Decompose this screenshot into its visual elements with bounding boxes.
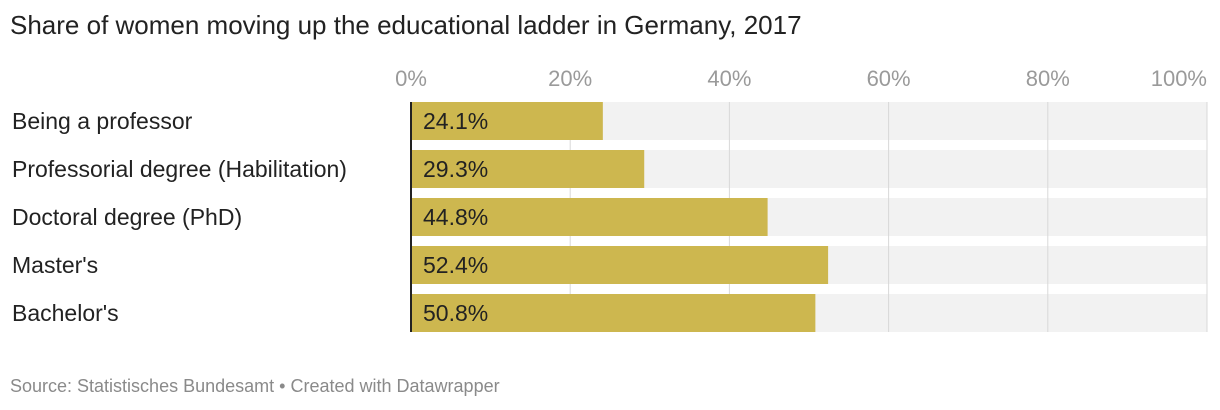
bar-chart: 0% 20% 40% 60% 80% 100% Being a professor 24.1…	[12, 66, 1208, 332]
footer: Source: Statistisches Bundesamt • Create…	[10, 374, 500, 398]
credit-note: Created with Datawrapper	[290, 376, 500, 396]
x-tick-label: 60%	[867, 66, 911, 91]
x-tick-label: 80%	[1026, 66, 1070, 91]
bar	[411, 150, 645, 188]
value-label: 24.1%	[423, 108, 488, 134]
bar	[411, 294, 816, 332]
x-axis-ticks: 0% 20% 40% 60% 80% 100%	[395, 66, 1207, 91]
footer-separator: •	[279, 376, 286, 396]
bar	[411, 198, 768, 236]
value-label: 52.4%	[423, 252, 488, 278]
category-label: Being a professor	[12, 108, 193, 134]
value-label: 29.3%	[423, 156, 488, 182]
bar	[411, 102, 603, 140]
x-tick-label: 20%	[548, 66, 592, 91]
x-tick-label: 40%	[707, 66, 751, 91]
bars: Being a professor 24.1% Professorial degre…	[12, 102, 829, 332]
x-tick-label: 0%	[395, 66, 427, 91]
value-label: 50.8%	[423, 300, 488, 326]
category-label: Professorial degree (Habilitation)	[12, 156, 347, 182]
value-label: 44.8%	[423, 204, 488, 230]
category-label: Doctoral degree (PhD)	[12, 204, 242, 230]
bar	[411, 246, 829, 284]
category-label: Bachelor's	[12, 300, 119, 326]
x-tick-label: 100%	[1151, 66, 1207, 91]
category-label: Master's	[12, 252, 98, 278]
source-note: Source: Statistisches Bundesamt	[10, 376, 275, 396]
chart-title: Share of women moving up the educational…	[10, 10, 802, 40]
